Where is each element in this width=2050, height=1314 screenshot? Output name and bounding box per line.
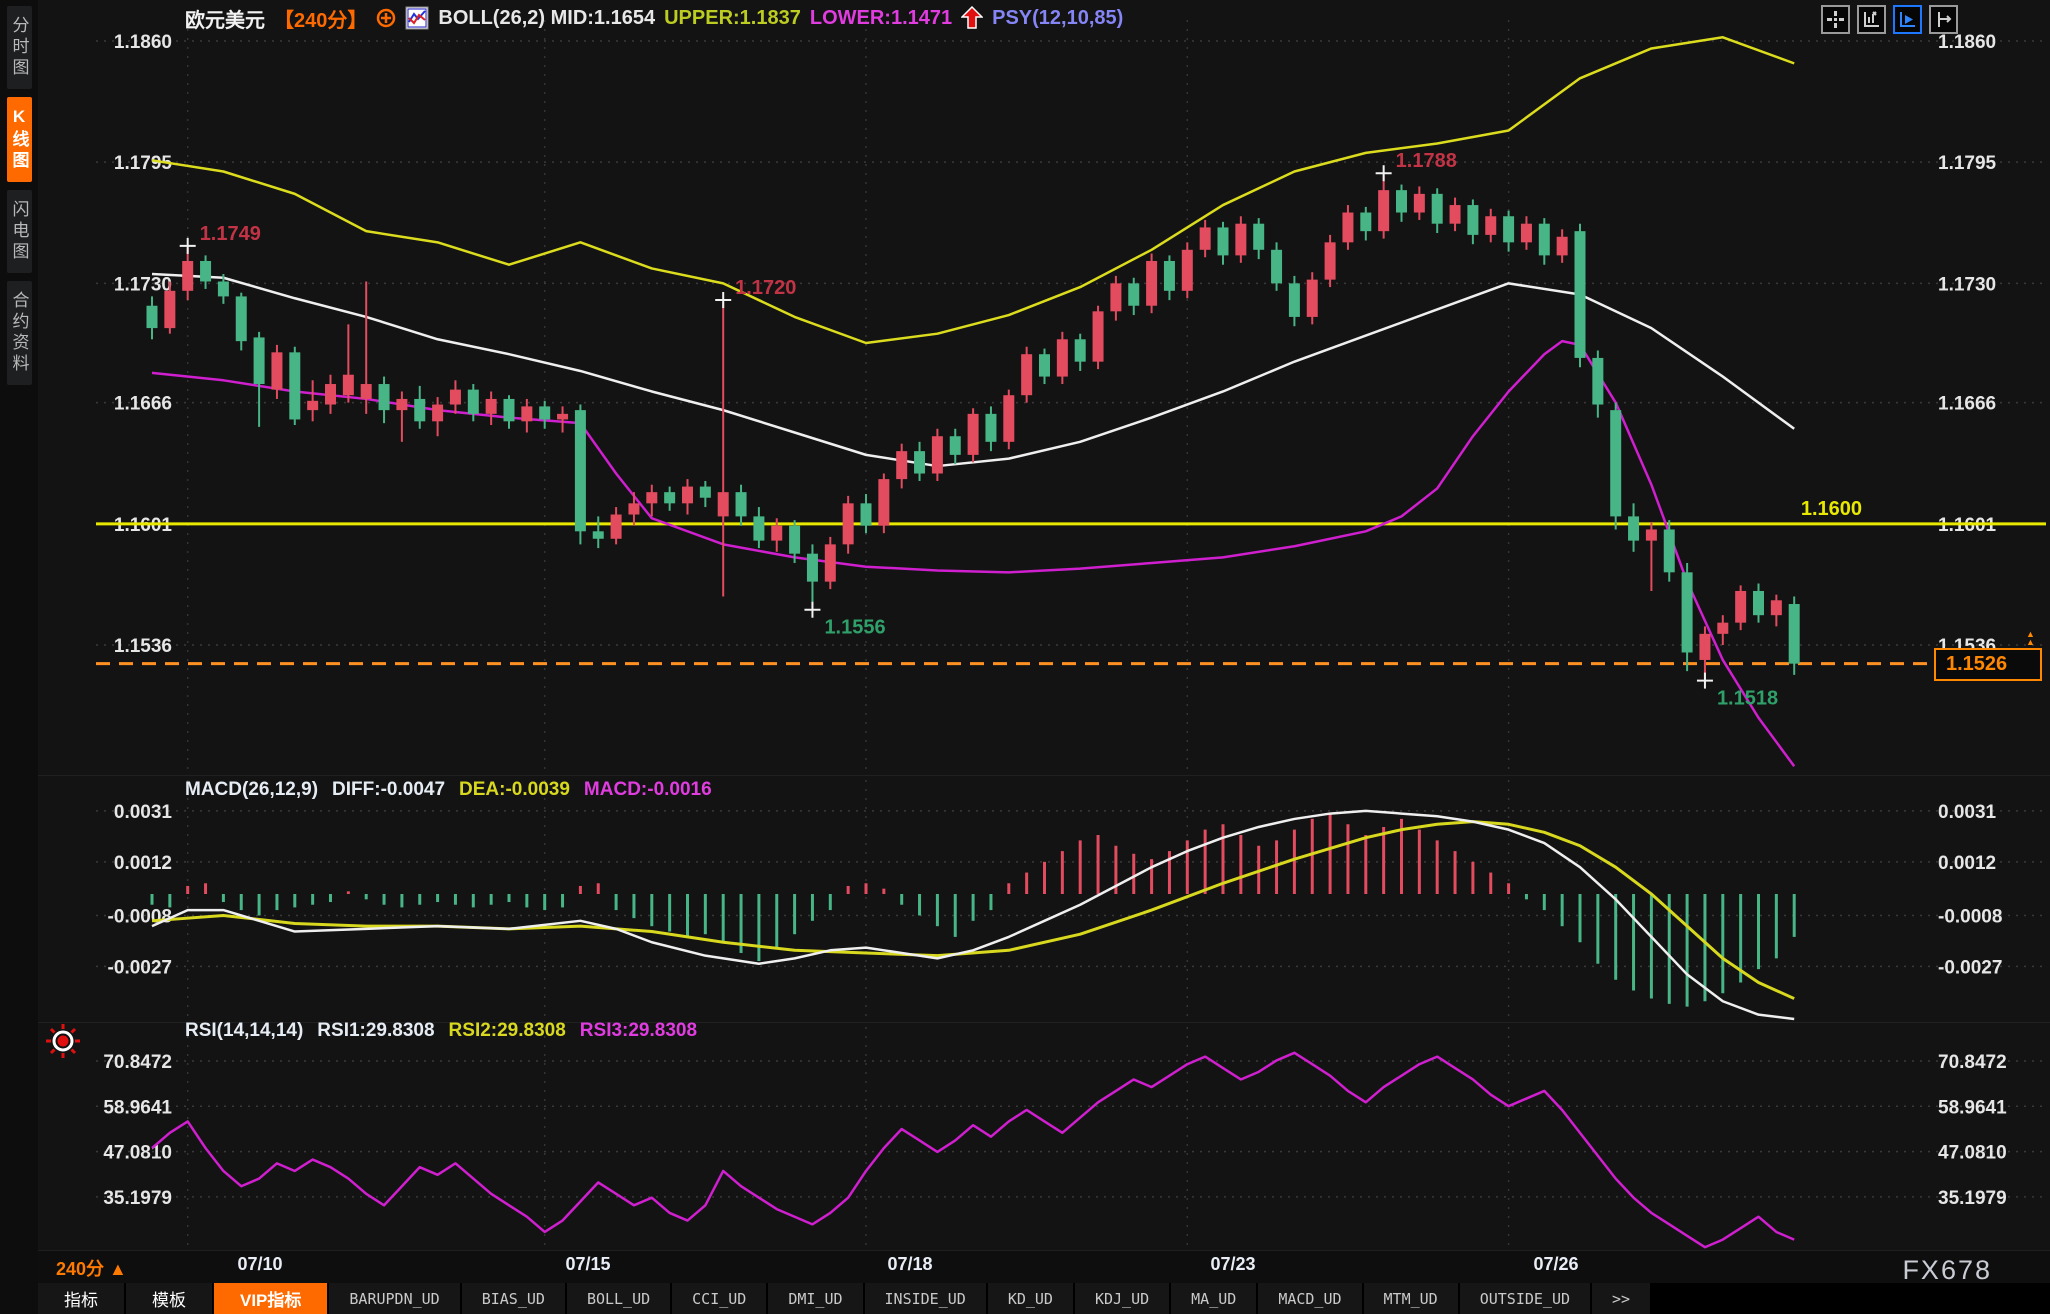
candlestick-chart[interactable]: 1.1860 1.1860 1.1795 1.1795 1.1730 1.1730 1.16… bbox=[0, 0, 2050, 775]
indicator-tab-mtm_ud[interactable]: MTM_UD bbox=[1363, 1283, 1460, 1314]
macd-header-seg-2: DEA:-0.0039 bbox=[459, 779, 570, 800]
period-label: 【240分】 bbox=[274, 9, 368, 32]
rsi-header-seg-0: RSI(14,14,14) bbox=[185, 1020, 304, 1041]
svg-text:0.0012: 0.0012 bbox=[1938, 853, 1996, 874]
svg-text:1.1860: 1.1860 bbox=[114, 32, 172, 53]
rsi-header-seg-3: RSI3:29.8308 bbox=[579, 1020, 698, 1041]
sidebar-tab-0[interactable]: 分时图 bbox=[6, 6, 32, 89]
period-expand-icon[interactable] bbox=[376, 8, 396, 28]
rsi-header-seg-2: RSI2:29.8308 bbox=[448, 1020, 566, 1041]
symbol-name: 欧元美元 bbox=[185, 9, 265, 32]
date-label-2: 07/18 bbox=[887, 1254, 933, 1274]
boll-values: BOLL(26,2) MID:1.1654 bbox=[438, 6, 656, 29]
indicator-tab-[interactable]: 指标 bbox=[38, 1283, 126, 1314]
svg-text:1.1730: 1.1730 bbox=[114, 274, 172, 295]
axis-zoom-icon[interactable] bbox=[1857, 5, 1886, 34]
svg-text:1.1536: 1.1536 bbox=[114, 636, 172, 657]
rsi-header-seg-1: RSI1:29.8308 bbox=[317, 1020, 435, 1041]
svg-text:58.9641: 58.9641 bbox=[1938, 1097, 2007, 1118]
alert-sun-icon[interactable] bbox=[42, 1022, 84, 1064]
svg-text:1.1666: 1.1666 bbox=[1938, 394, 1996, 415]
psy-label: PSY(12,10,85) bbox=[992, 6, 1124, 29]
macd-header-seg-1: DIFF:-0.0047 bbox=[332, 779, 446, 800]
timeframe-label[interactable]: 240分 ▲ bbox=[56, 1259, 127, 1279]
indicator-tab-boll_ud[interactable]: BOLL_UD bbox=[566, 1283, 673, 1314]
svg-text:47.0810: 47.0810 bbox=[103, 1143, 172, 1164]
svg-text:1.1795: 1.1795 bbox=[114, 153, 173, 174]
indicator-tab-cci_ud[interactable]: CCI_UD bbox=[672, 1283, 769, 1314]
rsi-header: RSI(14,14,14) RSI1:29.8308 RSI2:29.8308 RSI… bbox=[185, 1020, 697, 1042]
chart-toolbar bbox=[1821, 5, 1958, 34]
last-price-tag: 1.1526 bbox=[1934, 648, 2042, 681]
signal-up-arrow-icon bbox=[961, 6, 984, 30]
date-label-4: 07/26 bbox=[1533, 1254, 1579, 1274]
indicator-tab-dmi_ud[interactable]: DMI_UD bbox=[768, 1283, 865, 1314]
price-up-arrows: ▲ ▲ bbox=[2026, 629, 2035, 647]
indicator-tab-kd_ud[interactable]: KD_UD bbox=[987, 1283, 1075, 1314]
indicator-tab-outside_ud[interactable]: OUTSIDE_UD bbox=[1459, 1283, 1593, 1314]
indicator-tab-ma_ud[interactable]: MA_UD bbox=[1171, 1283, 1259, 1314]
sidebar-tab-1[interactable]: K线图 bbox=[6, 97, 32, 182]
svg-text:1.1749: 1.1749 bbox=[200, 223, 261, 245]
indicator-tab-barupdn_ud[interactable]: BARUPDN_UD bbox=[329, 1283, 462, 1314]
svg-text:35.1979: 35.1979 bbox=[1938, 1188, 2007, 1209]
svg-text:1.1730: 1.1730 bbox=[1938, 274, 1996, 295]
indicator-tab-kdj_ud[interactable]: KDJ_UD bbox=[1074, 1283, 1172, 1314]
axis-shift-icon[interactable] bbox=[1929, 5, 1958, 34]
boll-upper-value: UPPER:1.1837 bbox=[664, 6, 801, 29]
svg-text:-0.0008: -0.0008 bbox=[1938, 906, 2002, 927]
svg-text:1.1518: 1.1518 bbox=[1717, 688, 1778, 710]
svg-text:1.1666: 1.1666 bbox=[114, 394, 172, 415]
svg-text:47.0810: 47.0810 bbox=[1938, 1143, 2007, 1164]
svg-text:1.1720: 1.1720 bbox=[735, 277, 796, 299]
boll-lower-value: LOWER:1.1471 bbox=[809, 6, 953, 29]
macd-header: MACD(26,12,9) DIFF:-0.0047 DEA:-0.0039 MACD… bbox=[185, 779, 712, 801]
svg-text:1.1600: 1.1600 bbox=[1801, 498, 1862, 520]
svg-text:1.1788: 1.1788 bbox=[1396, 150, 1457, 172]
svg-text:70.8472: 70.8472 bbox=[1938, 1052, 2007, 1073]
brand-watermark: FX678 bbox=[1902, 1255, 1992, 1285]
axis-play-icon[interactable] bbox=[1893, 5, 1922, 34]
rsi-panel[interactable]: 70.8472 70.8472 58.9641 58.9641 47.0810 47.08… bbox=[0, 1022, 2050, 1251]
date-label-1: 07/15 bbox=[565, 1254, 611, 1274]
macd-panel[interactable]: 0.0031 0.0031 0.0012 0.0012 -0.0008 -0.0008 -0… bbox=[0, 775, 2050, 1023]
svg-text:1.1860: 1.1860 bbox=[1938, 32, 1996, 53]
sidebar-tab-2[interactable]: 闪电图 bbox=[6, 190, 32, 273]
svg-text:70.8472: 70.8472 bbox=[103, 1052, 172, 1073]
svg-text:0.0031: 0.0031 bbox=[1938, 802, 1997, 823]
indicator-tab-vip[interactable]: VIP指标 bbox=[214, 1283, 330, 1314]
chart-mode-sidebar: 分时图 K线图闪电图合约资料 bbox=[0, 0, 38, 1314]
indicator-tab-macd_ud[interactable]: MACD_UD bbox=[1258, 1283, 1364, 1314]
move-grid-icon[interactable] bbox=[1821, 5, 1850, 34]
indicator-chart-icon[interactable] bbox=[405, 6, 429, 30]
svg-text:0.0012: 0.0012 bbox=[114, 853, 172, 874]
indicator-tab->>[interactable]: >> bbox=[1592, 1283, 1653, 1314]
svg-text:-0.0008: -0.0008 bbox=[108, 906, 172, 927]
macd-header-seg-3: MACD:-0.0016 bbox=[583, 779, 712, 800]
macd-header-seg-0: MACD(26,12,9) bbox=[185, 779, 319, 800]
svg-text:0.0031: 0.0031 bbox=[114, 802, 173, 823]
svg-text:58.9641: 58.9641 bbox=[103, 1097, 172, 1118]
svg-text:1.1795: 1.1795 bbox=[1938, 153, 1997, 174]
date-label-3: 07/23 bbox=[1210, 1254, 1256, 1274]
svg-text:-0.0027: -0.0027 bbox=[1938, 957, 2002, 978]
chart-title-bar: 欧元美元 【240分】 BOLL(26,2) MID:1.1654 UPPER:1.1… bbox=[185, 4, 1123, 32]
indicator-tab-inside_ud[interactable]: INSIDE_UD bbox=[864, 1283, 988, 1314]
indicator-tabbar: 指标 模板 VIP指标 BARUPDN_UD BIAS_UD BOLL_UD CCI_UD D… bbox=[38, 1283, 2050, 1314]
time-axis: 240分 ▲ 07/10 07/15 07/18 07/23 07/26 bbox=[38, 1250, 2050, 1283]
svg-text:1.1556: 1.1556 bbox=[824, 617, 885, 639]
indicator-tab-bias_ud[interactable]: BIAS_UD bbox=[461, 1283, 567, 1314]
svg-text:35.1979: 35.1979 bbox=[103, 1188, 172, 1209]
svg-text:-0.0027: -0.0027 bbox=[108, 957, 172, 978]
date-label-0: 07/10 bbox=[237, 1254, 283, 1274]
indicator-tab-[interactable]: 模板 bbox=[126, 1283, 214, 1314]
sidebar-tab-3[interactable]: 合约资料 bbox=[6, 281, 32, 385]
